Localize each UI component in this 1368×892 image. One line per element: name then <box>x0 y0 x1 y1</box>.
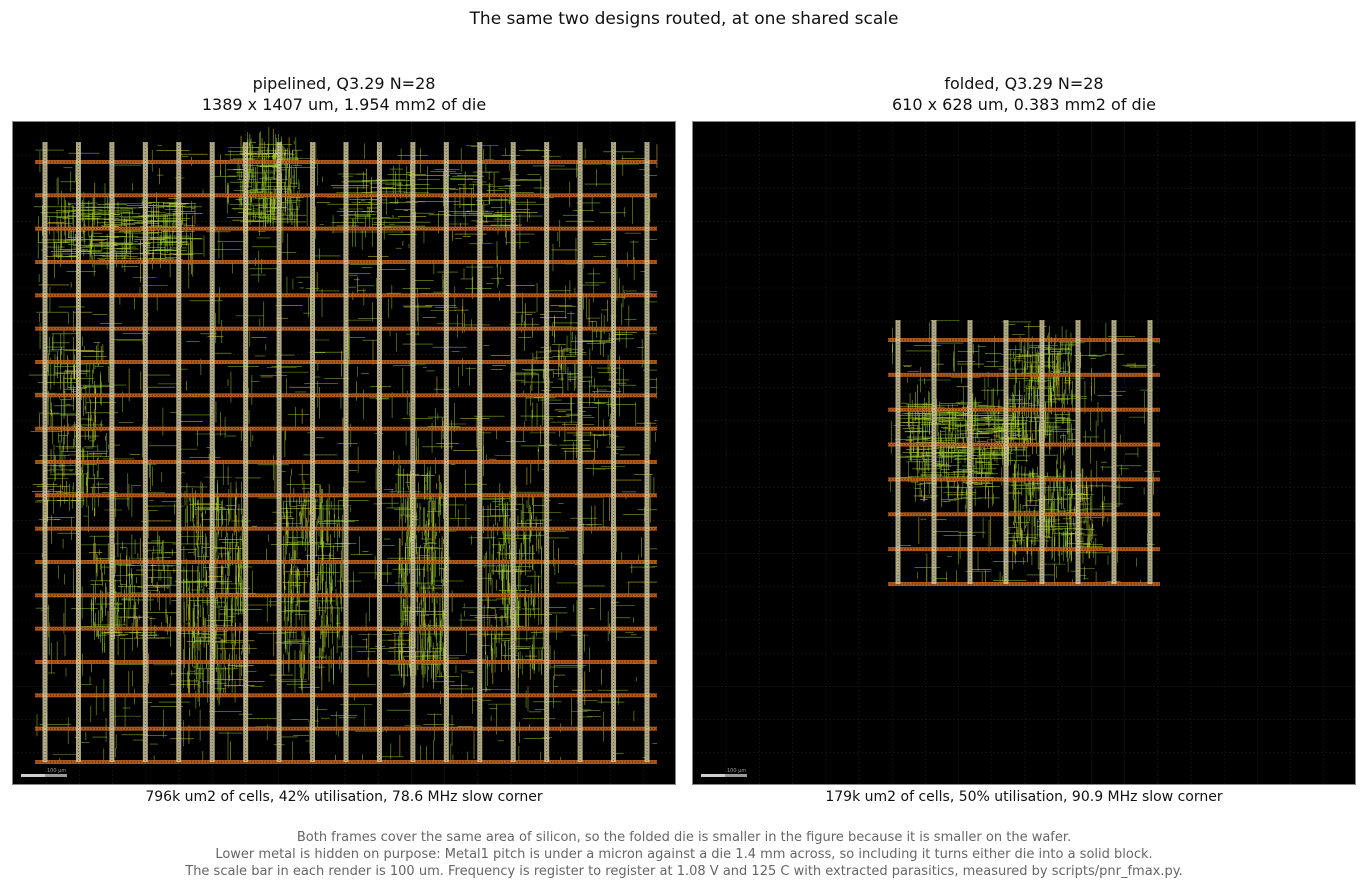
scale-bar-label: 100 µm <box>727 768 746 774</box>
footnote-line3: The scale bar in each render is 100 um. … <box>185 864 1183 879</box>
background-grid <box>693 122 1355 784</box>
footnote: Both frames cover the same area of silic… <box>0 829 1368 880</box>
footnote-line1: Both frames cover the same area of silic… <box>296 830 1072 845</box>
folded-caption: 179k um2 of cells, 50% utilisation, 90.9… <box>825 789 1223 805</box>
folded-panel-title: folded, Q3.29 N=28 610 x 628 um, 0.383 m… <box>692 73 1356 115</box>
scale-bar: 100 µm <box>701 768 747 777</box>
folded-layout-render: 100 µm <box>692 121 1356 785</box>
pipelined-title-line2: 1389 x 1407 um, 1.954 mm2 of die <box>201 95 487 114</box>
pipelined-panel-title: pipelined, Q3.29 N=28 1389 x 1407 um, 1.… <box>12 73 676 115</box>
pipelined-title-line1: pipelined, Q3.29 N=28 <box>252 74 436 93</box>
power-grid <box>35 142 657 764</box>
pipelined-layout-svg: 100 µm <box>13 122 675 784</box>
pipelined-layout-render: 100 µm <box>12 121 676 785</box>
scale-bar-label: 100 µm <box>47 768 66 774</box>
signal-routing <box>889 320 1160 584</box>
scale-bar: 100 µm <box>21 768 67 777</box>
power-grid <box>888 320 1160 586</box>
folded-title-line1: folded, Q3.29 N=28 <box>944 74 1104 93</box>
folded-layout-svg: 100 µm <box>693 122 1355 784</box>
folded-title-line2: 610 x 628 um, 0.383 mm2 of die <box>892 95 1156 114</box>
footnote-line2: Lower metal is hidden on purpose: Metal1… <box>215 847 1153 862</box>
signal-routing <box>28 127 658 763</box>
figure-title: The same two designs routed, at one shar… <box>469 9 899 29</box>
pipelined-caption: 796k um2 of cells, 42% utilisation, 78.6… <box>145 789 543 805</box>
